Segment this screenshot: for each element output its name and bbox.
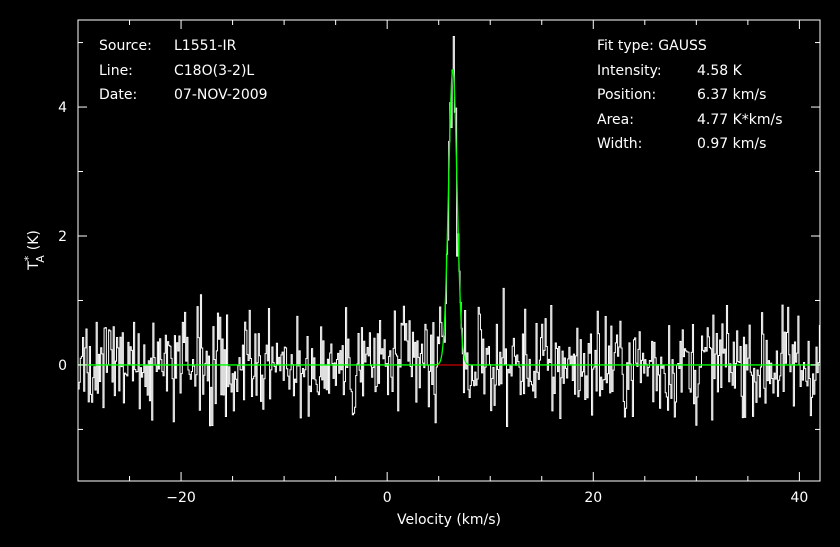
line-value: C18O(3-2)L (174, 63, 254, 79)
line-key: Line: (99, 63, 133, 79)
position-value: 6.37 km/s (697, 87, 766, 103)
fit-parameters: Fit type: GAUSS Intensity: 4.58 K Positi… (597, 38, 783, 152)
svg-text:T*A(K): T*A (K) (22, 230, 47, 271)
plot-frame (77, 19, 821, 482)
source-key: Source: (99, 38, 152, 54)
width-value: 0.97 km/s (697, 136, 766, 152)
position-key: Position: (597, 87, 656, 103)
date-value: 07-NOV-2009 (174, 87, 268, 103)
y-tick-label: 2 (58, 229, 67, 245)
y-axis-symbol: T (26, 261, 42, 271)
header-left: Source: L1551-IR Line: C18O(3-2)L Date: … (99, 38, 268, 103)
fit-type: Fit type: GAUSS (597, 38, 707, 54)
source-value: L1551-IR (174, 38, 237, 54)
x-tick-label: 40 (790, 490, 808, 506)
x-axis-label: Velocity (km/s) (397, 512, 501, 528)
y-axis-unit: (K) (26, 230, 42, 250)
y-tick-label: 4 (58, 100, 67, 116)
series-gaussian-fit (78, 69, 820, 366)
x-tick-label: 0 (383, 490, 392, 506)
intensity-key: Intensity: (597, 63, 662, 79)
y-axis-sup: * (22, 255, 35, 261)
series-layer (78, 35, 821, 428)
date-key: Date: (99, 87, 137, 103)
x-tick-label: −20 (166, 490, 196, 506)
y-axis-sub: A (34, 255, 47, 263)
area-value: 4.77 K*km/s (697, 112, 783, 128)
x-tick-label: 20 (584, 490, 602, 506)
y-tick-label: 0 (58, 358, 67, 374)
width-key: Width: (597, 136, 642, 152)
area-key: Area: (597, 112, 634, 128)
axis-ticks: −20 0 20 40 0 2 4 (58, 20, 820, 506)
y-axis-label: T*A (K) (22, 230, 47, 271)
intensity-value: 4.58 K (697, 63, 743, 79)
